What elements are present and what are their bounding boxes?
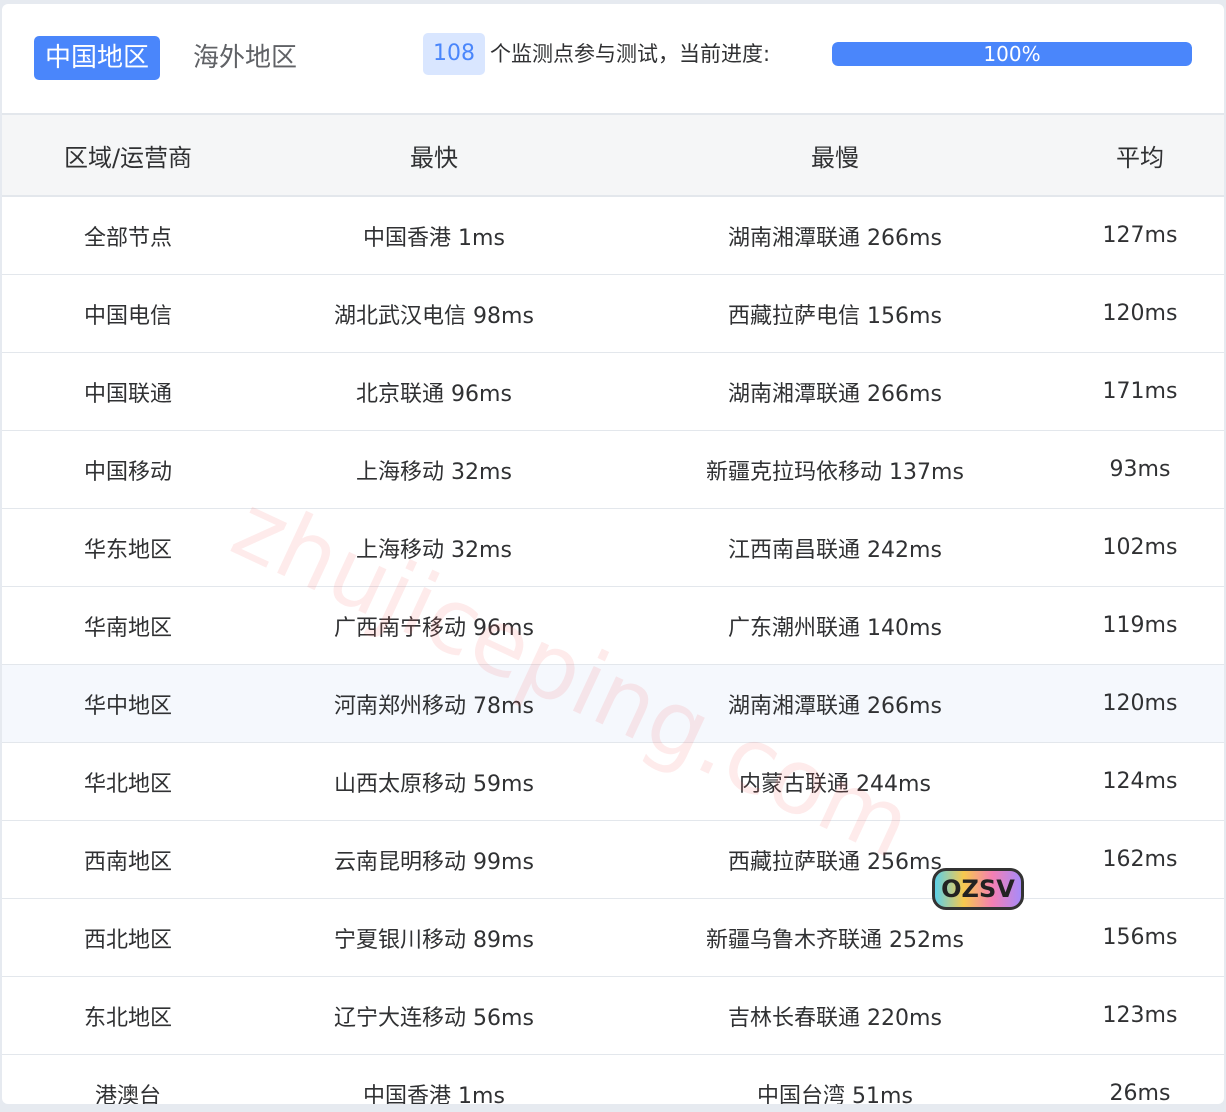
cell-region: 中国电信: [2, 274, 254, 353]
cell-average: 102ms: [1056, 508, 1224, 587]
table-row: 中国电信 湖北武汉电信 98ms 西藏拉萨电信 156ms 120ms: [2, 274, 1224, 353]
cell-region: 西南地区: [2, 820, 254, 899]
tab-china[interactable]: 中国地区: [34, 36, 161, 80]
table-row: 华东地区 上海移动 32ms 江西南昌联通 242ms 102ms: [2, 508, 1224, 587]
cell-average: 120ms: [1056, 274, 1224, 353]
cell-fastest: 湖北武汉电信 98ms: [254, 274, 614, 353]
table-row: 西北地区 宁夏银川移动 89ms 新疆乌鲁木齐联通 252ms 156ms: [2, 898, 1224, 977]
node-count-badge: 108: [423, 33, 485, 75]
cell-fastest: 中国香港 1ms: [254, 196, 614, 275]
cell-region: 华东地区: [2, 508, 254, 587]
cell-fastest: 云南昆明移动 99ms: [254, 820, 614, 899]
table-row: 东北地区 辽宁大连移动 56ms 吉林长春联通 220ms 123ms: [2, 976, 1224, 1055]
cell-average: 127ms: [1056, 196, 1224, 275]
cell-average: 120ms: [1056, 664, 1224, 743]
cell-average: 156ms: [1056, 898, 1224, 977]
progress-bar: 100%: [832, 42, 1192, 66]
cell-average: 124ms: [1056, 742, 1224, 821]
table-row: 华中地区 河南郑州移动 78ms 湖南湘潭联通 266ms 120ms: [2, 664, 1224, 743]
cell-region: 中国移动: [2, 430, 254, 509]
tab-overseas[interactable]: 海外地区: [193, 43, 298, 73]
cell-slowest: 湖南湘潭联通 266ms: [614, 196, 1056, 275]
cell-fastest: 辽宁大连移动 56ms: [254, 976, 614, 1055]
cell-fastest: 山西太原移动 59ms: [254, 742, 614, 821]
cell-slowest: 江西南昌联通 242ms: [614, 508, 1056, 587]
table-row: 华北地区 山西太原移动 59ms 内蒙古联通 244ms 124ms: [2, 742, 1224, 821]
cell-region: 华南地区: [2, 586, 254, 665]
table-row: 西南地区 云南昆明移动 99ms 西藏拉萨联通 256ms 162ms: [2, 820, 1224, 899]
cell-slowest: 吉林长春联通 220ms: [614, 976, 1056, 1055]
cell-slowest: 湖南湘潭联通 266ms: [614, 352, 1056, 431]
cell-slowest: 中国台湾 51ms: [614, 1054, 1056, 1104]
cell-fastest: 中国香港 1ms: [254, 1054, 614, 1104]
table-row: 中国联通 北京联通 96ms 湖南湘潭联通 266ms 171ms: [2, 352, 1224, 431]
cell-fastest: 河南郑州移动 78ms: [254, 664, 614, 743]
cell-fastest: 上海移动 32ms: [254, 430, 614, 509]
cell-average: 26ms: [1056, 1054, 1224, 1104]
cell-slowest: 湖南湘潭联通 266ms: [614, 664, 1056, 743]
cell-region: 华北地区: [2, 742, 254, 821]
cell-average: 171ms: [1056, 352, 1224, 431]
cell-average: 123ms: [1056, 976, 1224, 1055]
results-table: 区域/运营商 最快 最慢 平均 全部节点 中国香港 1ms 湖南湘潭联通 266ms…: [2, 115, 1224, 1104]
cell-slowest: 内蒙古联通 244ms: [614, 742, 1056, 821]
cell-fastest: 北京联通 96ms: [254, 352, 614, 431]
cell-region: 全部节点: [2, 196, 254, 275]
cell-slowest: 广东潮州联通 140ms: [614, 586, 1056, 665]
column-header-region: 区域/运营商: [2, 115, 254, 197]
table-row: 全部节点 中国香港 1ms 湖南湘潭联通 266ms 127ms: [2, 196, 1224, 275]
cell-average: 162ms: [1056, 820, 1224, 899]
table-row: 华南地区 广西南宁移动 96ms 广东潮州联通 140ms 119ms: [2, 586, 1224, 665]
cell-fastest: 上海移动 32ms: [254, 508, 614, 587]
cell-fastest: 宁夏银川移动 89ms: [254, 898, 614, 977]
column-header-fastest: 最快: [254, 115, 614, 197]
cell-region: 西北地区: [2, 898, 254, 977]
cell-slowest: 新疆乌鲁木齐联通 252ms: [614, 898, 1056, 977]
cell-fastest: 广西南宁移动 96ms: [254, 586, 614, 665]
speed-test-panel: 中国地区 海外地区 108 个监测点参与测试，当前进度: 100% 区域/运营商…: [2, 4, 1224, 1104]
cell-slowest: 西藏拉萨电信 156ms: [614, 274, 1056, 353]
column-header-slowest: 最慢: [614, 115, 1056, 197]
ozsv-logo: OZSV: [932, 868, 1024, 910]
cell-region: 东北地区: [2, 976, 254, 1055]
cell-average: 93ms: [1056, 430, 1224, 509]
header: 中国地区 海外地区 108 个监测点参与测试，当前进度: 100%: [2, 4, 1224, 115]
table-row: 港澳台 中国香港 1ms 中国台湾 51ms 26ms: [2, 1054, 1224, 1104]
table-header: 区域/运营商 最快 最慢 平均: [2, 115, 1224, 197]
progress-text: 个监测点参与测试，当前进度:: [490, 42, 771, 66]
column-header-average: 平均: [1056, 115, 1224, 197]
progress-fill: [832, 42, 1192, 66]
progress-label: 100%: [983, 42, 1041, 66]
table-row: 中国移动 上海移动 32ms 新疆克拉玛依移动 137ms 93ms: [2, 430, 1224, 509]
cell-slowest: 新疆克拉玛依移动 137ms: [614, 430, 1056, 509]
cell-region: 港澳台: [2, 1054, 254, 1104]
cell-region: 华中地区: [2, 664, 254, 743]
cell-average: 119ms: [1056, 586, 1224, 665]
cell-region: 中国联通: [2, 352, 254, 431]
